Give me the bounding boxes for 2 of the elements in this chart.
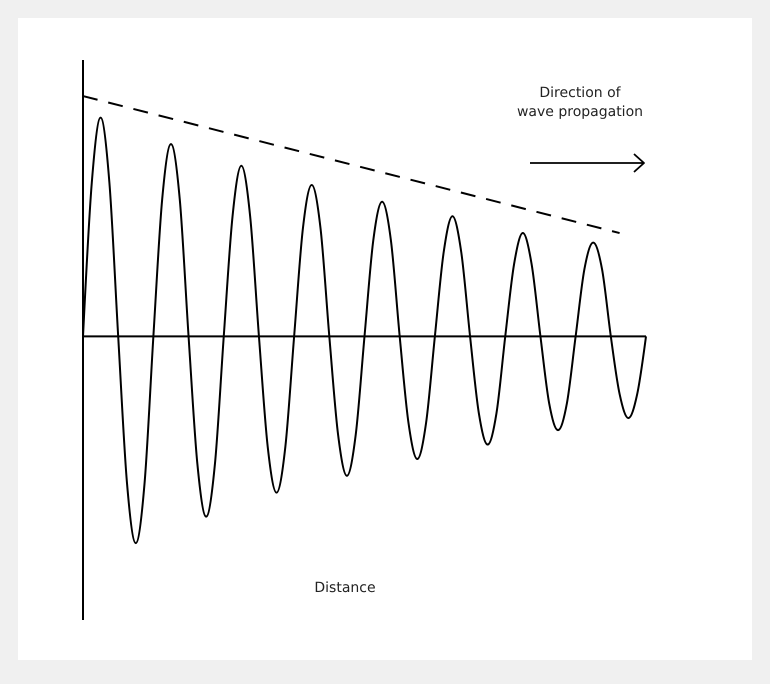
x-axis-title: Distance: [313, 580, 377, 596]
annotation: Direction of wave propagation: [516, 84, 644, 122]
